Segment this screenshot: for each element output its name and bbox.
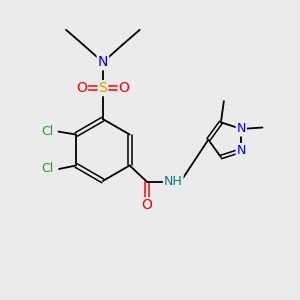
Text: Cl: Cl <box>41 163 54 176</box>
Text: NH: NH <box>164 175 183 188</box>
Text: N: N <box>237 122 246 136</box>
Text: O: O <box>76 81 87 95</box>
Text: O: O <box>119 81 130 95</box>
Text: N: N <box>237 144 246 157</box>
Text: S: S <box>98 81 107 95</box>
Text: Cl: Cl <box>41 125 53 138</box>
Text: O: O <box>141 198 152 212</box>
Text: N: N <box>98 55 108 69</box>
